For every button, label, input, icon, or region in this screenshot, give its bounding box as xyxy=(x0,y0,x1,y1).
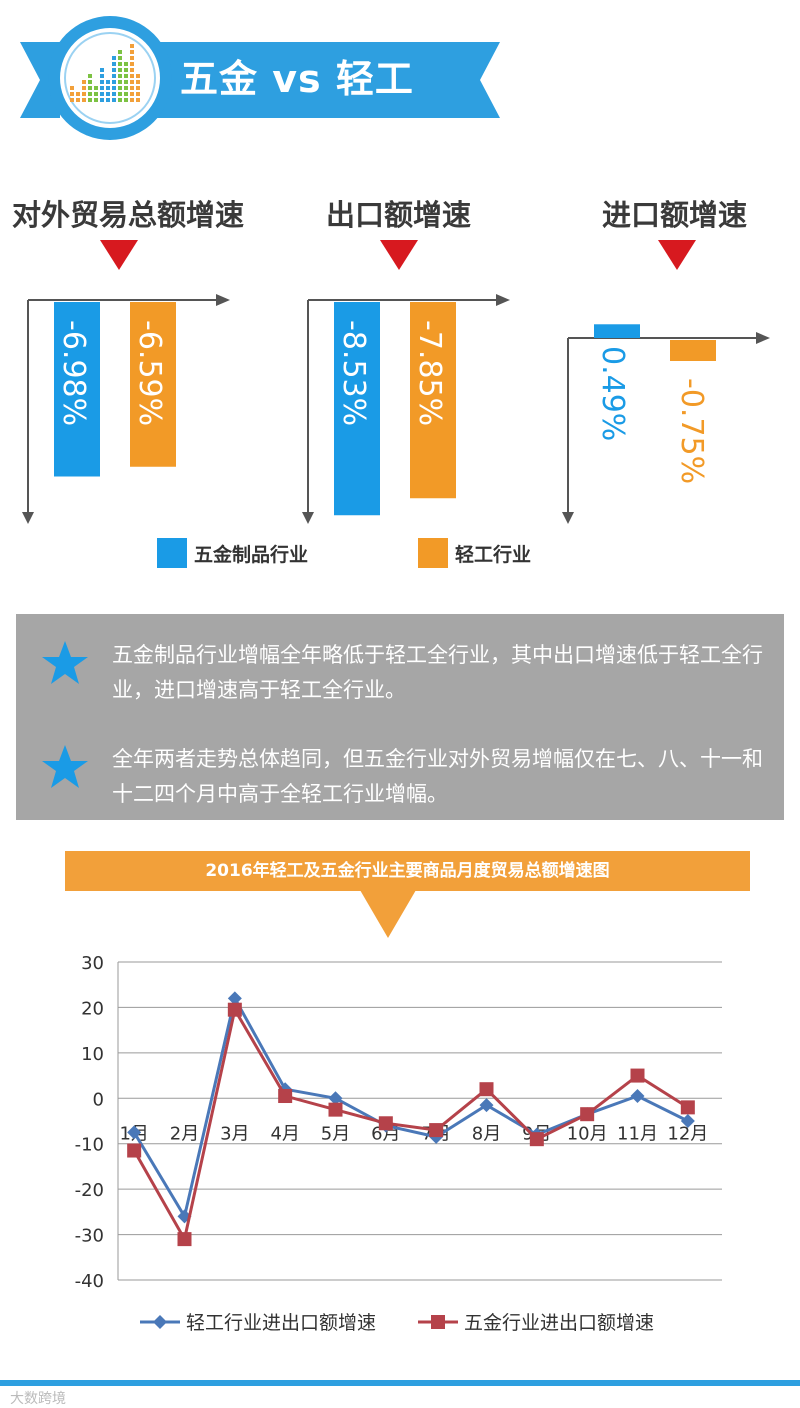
summary-notes-box: 五金制品行业增幅全年略低于轻工全行业，其中出口增速低于轻工全行业，进口增速高于轻… xyxy=(16,614,784,820)
data-point xyxy=(429,1123,444,1138)
star-icon xyxy=(42,641,88,684)
x-tick-label: 3月 xyxy=(220,1123,249,1144)
y-tick-label: 10 xyxy=(81,1044,104,1065)
bar-value-label: 0.49% xyxy=(595,346,630,442)
legend-swatch-light xyxy=(418,538,448,568)
bar-panel-import xyxy=(562,324,770,524)
banner-title: 五金 vs 轻工 xyxy=(180,57,414,101)
data-point xyxy=(630,1089,645,1104)
down-triangle-marker xyxy=(100,240,138,270)
x-tick-label: 5月 xyxy=(321,1123,350,1144)
data-point xyxy=(328,1091,343,1106)
legend-marker xyxy=(153,1315,167,1329)
x-tick-label: 11月 xyxy=(617,1123,658,1144)
series-line xyxy=(132,1005,689,1244)
section-title-export: 出口额增速 xyxy=(326,198,472,232)
section-title-total: 对外贸易总额增速 xyxy=(12,198,245,232)
star-icon xyxy=(42,745,88,788)
summary-note-2: 全年两者走势总体趋同，但五金行业对外贸易增幅仅在七、八、十一和十二四个月中高于全… xyxy=(112,747,763,806)
y-tick-label: -20 xyxy=(75,1180,104,1201)
bar-chart-icon xyxy=(70,44,140,102)
x-tick-label: 10月 xyxy=(567,1123,608,1144)
data-point xyxy=(630,1068,645,1083)
footer-bar xyxy=(0,1380,800,1386)
bar-value-label: -8.53% xyxy=(336,320,371,427)
x-axis-arrow xyxy=(216,294,230,306)
data-point xyxy=(580,1107,595,1122)
x-tick-label: 8月 xyxy=(472,1123,501,1144)
bar-light xyxy=(130,302,176,467)
data-point xyxy=(227,1002,242,1017)
y-tick-label: 30 xyxy=(81,953,104,974)
y-tick-label: -40 xyxy=(75,1271,104,1292)
legend-label-light: 轻工行业 xyxy=(455,544,532,566)
x-tick-label: 12月 xyxy=(667,1123,708,1144)
legend-label: 轻工行业进出口额增速 xyxy=(186,1312,376,1334)
y-tick-label: 0 xyxy=(93,1089,104,1110)
bar-value-label: -6.98% xyxy=(56,320,91,427)
header-banner xyxy=(20,16,500,140)
data-point xyxy=(328,1102,343,1117)
chart-title: 2016年轻工及五金行业主要商品月度贸易总额增速图 xyxy=(205,861,610,881)
bar-hardware xyxy=(54,302,100,477)
y-tick-label: 20 xyxy=(81,998,104,1019)
data-point xyxy=(680,1114,695,1128)
y-axis-arrow xyxy=(562,512,574,524)
data-point xyxy=(227,991,242,1006)
data-point xyxy=(278,1089,293,1104)
y-tick-label: -10 xyxy=(75,1135,104,1156)
bar-hardware xyxy=(594,324,640,338)
bar-value-label: -0.75% xyxy=(674,378,709,485)
chart-title-banner: 2016年轻工及五金行业主要商品月度贸易总额增速图 xyxy=(65,851,750,891)
legend-swatch-hardware xyxy=(157,538,187,568)
down-triangle-marker xyxy=(380,240,418,270)
data-point xyxy=(680,1100,695,1115)
summary-note-1: 五金制品行业增幅全年略低于轻工全行业，其中出口增速低于轻工全行业，进口增速高于轻… xyxy=(112,643,763,702)
y-axis-arrow xyxy=(302,512,314,524)
down-triangle-marker xyxy=(658,240,696,270)
bar-value-label: -6.59% xyxy=(132,320,167,427)
data-point xyxy=(127,1143,142,1158)
legend-label-hardware: 五金制品行业 xyxy=(194,544,309,566)
chart-title-pointer xyxy=(360,890,416,938)
y-tick-label: -30 xyxy=(75,1226,104,1247)
bar-light xyxy=(410,302,456,499)
bar-panel-total xyxy=(22,294,230,524)
legend-marker xyxy=(431,1315,445,1329)
series-line xyxy=(132,994,689,1221)
monthly-growth-line-chart: 3020100-10-20-30-401月2月3月4月5月6月7月8月9月10月… xyxy=(75,953,722,1334)
bar-panel-export xyxy=(302,294,510,524)
data-point xyxy=(479,1082,494,1097)
section-title-import: 进口额增速 xyxy=(602,198,748,232)
x-axis-arrow xyxy=(756,332,770,344)
data-point xyxy=(127,1125,142,1140)
bar-light xyxy=(670,340,716,361)
data-point xyxy=(177,1209,192,1224)
data-point xyxy=(529,1132,544,1147)
bar-value-label: -7.85% xyxy=(412,320,447,427)
bar-hardware xyxy=(334,302,380,516)
watermark: 大数跨境 xyxy=(10,1391,66,1407)
data-point xyxy=(479,1098,494,1113)
x-axis-arrow xyxy=(496,294,510,306)
data-point xyxy=(177,1232,192,1247)
x-tick-label: 4月 xyxy=(270,1123,299,1144)
data-point xyxy=(378,1116,393,1131)
x-tick-label: 2月 xyxy=(170,1123,199,1144)
y-axis-arrow xyxy=(22,512,34,524)
legend-label: 五金行业进出口额增速 xyxy=(464,1312,654,1334)
